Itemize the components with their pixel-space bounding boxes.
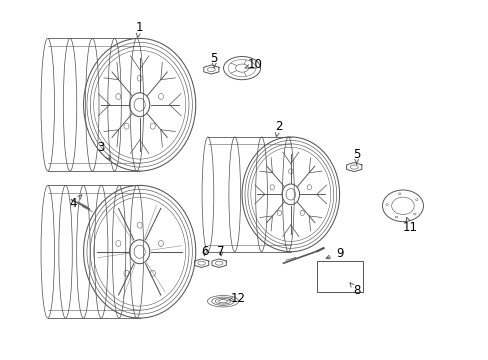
- Text: 3: 3: [97, 141, 110, 159]
- Text: 5: 5: [352, 148, 360, 164]
- Text: 7: 7: [217, 245, 224, 258]
- Text: 10: 10: [244, 58, 262, 71]
- Text: 8: 8: [349, 283, 360, 297]
- Text: 11: 11: [402, 217, 417, 234]
- Text: 5: 5: [210, 51, 218, 67]
- Text: 2: 2: [274, 120, 282, 137]
- Text: 4: 4: [69, 195, 81, 210]
- Text: 1: 1: [136, 21, 143, 37]
- Text: 6: 6: [201, 245, 208, 258]
- Text: 9: 9: [325, 247, 343, 260]
- Text: 12: 12: [228, 292, 245, 305]
